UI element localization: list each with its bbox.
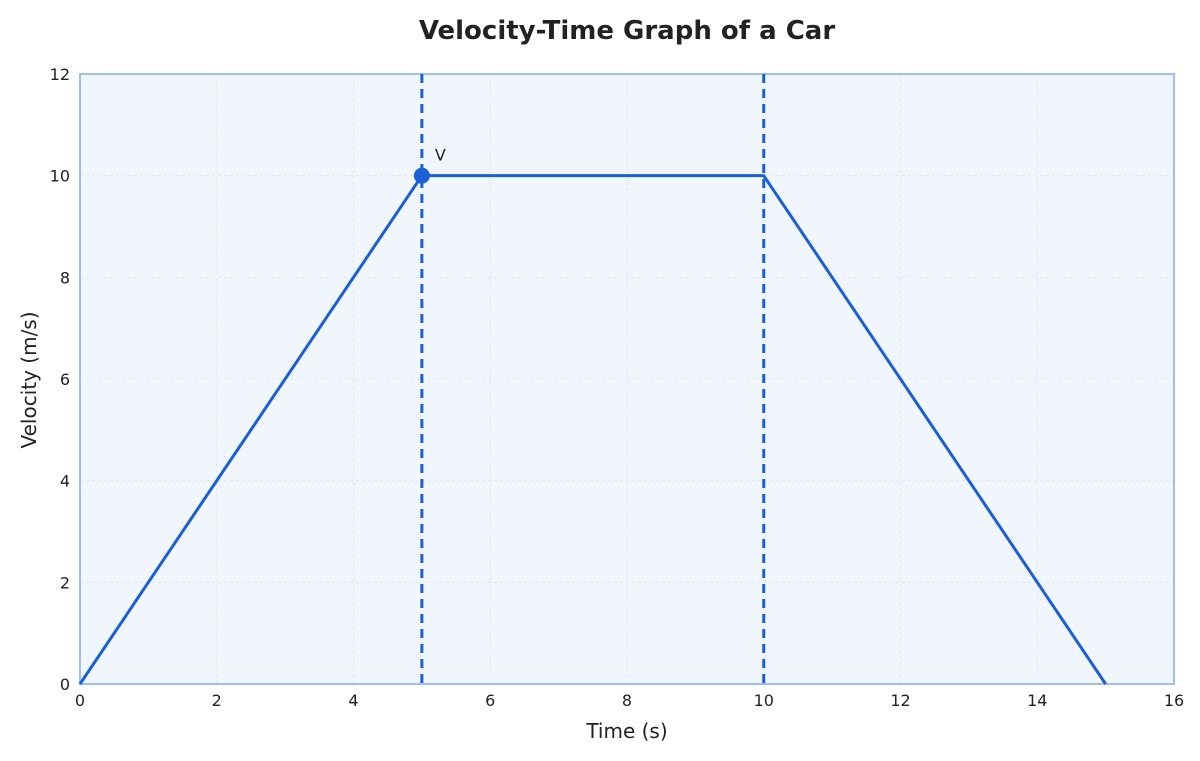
x-tick-label: 4 <box>348 691 358 710</box>
series-line <box>78 174 1107 685</box>
chart-title: Velocity-Time Graph of a Car <box>419 16 836 46</box>
annotation-point <box>413 167 430 184</box>
x-tick-label: 12 <box>890 691 910 710</box>
y-tick-label: 4 <box>60 472 70 491</box>
x-axis-label: Time (s) <box>585 719 667 743</box>
x-tick-label: 2 <box>212 691 222 710</box>
y-tick-label: 8 <box>60 268 70 287</box>
x-tick-label: 14 <box>1027 691 1047 710</box>
annotation-label: V <box>435 146 446 165</box>
x-tick-label: 0 <box>75 691 85 710</box>
y-axis-label: Velocity (m/s) <box>17 311 41 448</box>
x-tick-label: 10 <box>754 691 774 710</box>
plot-border <box>79 73 1175 685</box>
plot-area: 0 2 4 6 8 10 12 14 16 0 2 4 6 8 10 12 V <box>50 65 1185 710</box>
y-tick-label: 0 <box>60 675 70 694</box>
x-tick-label: 16 <box>1164 691 1184 710</box>
y-tick-label: 2 <box>60 573 70 592</box>
y-tick-label: 10 <box>50 167 70 186</box>
x-tick-label: 8 <box>622 691 632 710</box>
y-tick-label: 12 <box>50 65 70 84</box>
y-tick-label: 6 <box>60 370 70 389</box>
x-tick-label: 6 <box>485 691 495 710</box>
